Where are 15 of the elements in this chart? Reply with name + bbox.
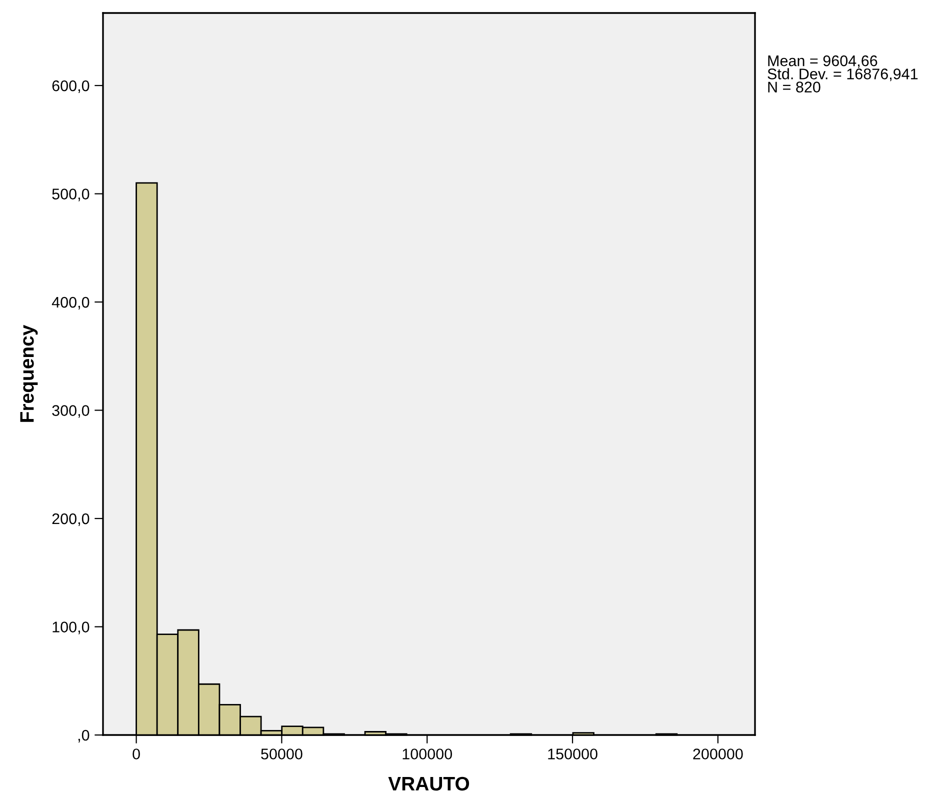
y-axis-title: Frequency (20, 324, 38, 422)
y-tick-label: 400,0 (52, 296, 90, 310)
y-tick-label: 500,0 (52, 188, 90, 202)
text: Mean = 9604,66 Std. Dev. = 16876,941 N = 820 (768, 55, 918, 92)
x-tick-label: 200000 (693, 748, 743, 760)
y-tick-label: 300,0 (52, 405, 90, 418)
y-tick-label: 200,0 (52, 513, 90, 526)
y-tick-label: 100,0 (52, 622, 90, 634)
x-tick-label: 0 (132, 748, 140, 760)
y-tick-label: ,0 (78, 730, 90, 742)
x-tick-label: 50000 (261, 748, 302, 760)
x-tick-label: 150000 (548, 748, 598, 760)
x-tick-label: 100000 (402, 748, 452, 760)
x-axis-title: VRAUTO (388, 776, 470, 791)
y-tick-label: 600,0 (52, 80, 90, 94)
